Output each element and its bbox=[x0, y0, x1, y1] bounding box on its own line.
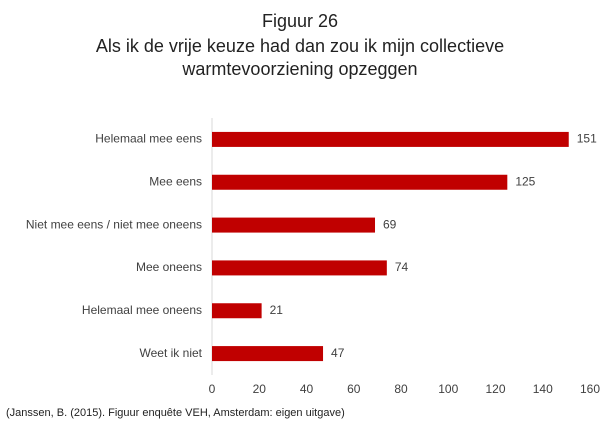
bar bbox=[212, 346, 324, 362]
x-tick-label: 80 bbox=[394, 382, 408, 396]
y-tick-label: Mee eens bbox=[149, 174, 202, 188]
y-tick-label: Niet mee eens / niet mee oneens bbox=[26, 217, 202, 231]
y-tick-label: Mee oneens bbox=[136, 260, 202, 274]
y-tick-label: Helemaal mee eens bbox=[95, 132, 202, 146]
x-tick-label: 0 bbox=[209, 382, 216, 396]
value-label: 151 bbox=[577, 132, 597, 146]
bar bbox=[212, 260, 387, 276]
x-tick-label: 60 bbox=[347, 382, 361, 396]
bar bbox=[212, 131, 569, 147]
chart-subtitle: Als ik de vrije keuze had dan zou ik mij… bbox=[96, 36, 504, 56]
value-label: 74 bbox=[395, 260, 409, 274]
bar bbox=[212, 303, 262, 319]
value-label: 21 bbox=[270, 303, 284, 317]
chart-subtitle: warmtevoorziening opzeggen bbox=[181, 59, 417, 79]
x-tick-label: 40 bbox=[300, 382, 314, 396]
bar bbox=[212, 217, 376, 233]
chart-title: Figuur 26 bbox=[262, 11, 338, 31]
source-note: (Janssen, B. (2015). Figuur enquête VEH,… bbox=[6, 407, 345, 419]
x-tick-label: 160 bbox=[580, 382, 600, 396]
x-tick-label: 100 bbox=[438, 382, 458, 396]
bar bbox=[212, 174, 508, 190]
value-label: 69 bbox=[383, 217, 397, 231]
x-tick-label: 140 bbox=[533, 382, 553, 396]
value-label: 47 bbox=[331, 346, 345, 360]
y-tick-label: Weet ik niet bbox=[140, 346, 203, 360]
y-tick-label: Helemaal mee oneens bbox=[82, 303, 202, 317]
x-tick-label: 120 bbox=[485, 382, 505, 396]
x-tick-label: 20 bbox=[253, 382, 267, 396]
value-label: 125 bbox=[515, 174, 535, 188]
